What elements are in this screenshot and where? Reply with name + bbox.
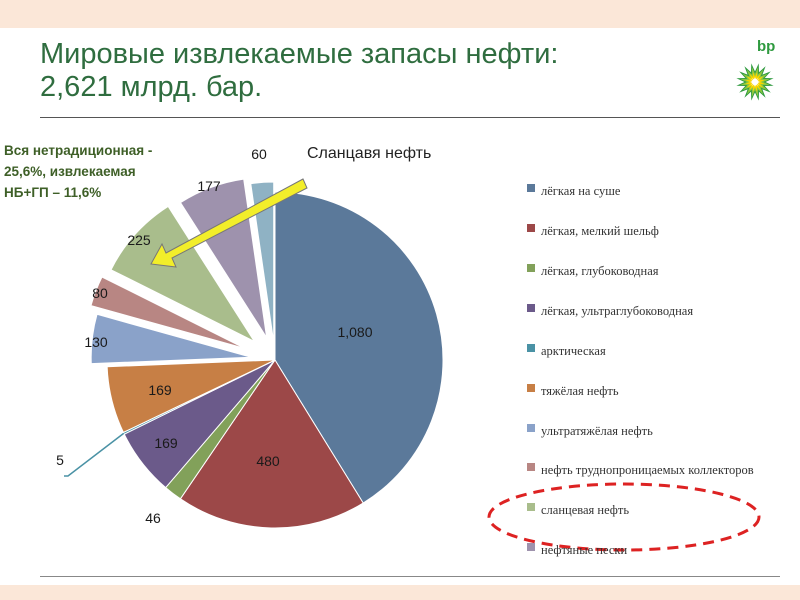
logo-petal-ring bbox=[750, 77, 760, 87]
legend-swatch bbox=[527, 543, 535, 551]
legend-swatch bbox=[527, 384, 535, 392]
slice-value-label: 169 bbox=[154, 435, 178, 451]
bp-logo-text: bp bbox=[757, 38, 776, 55]
pie-slice bbox=[250, 181, 275, 343]
slice-value-label: 5 bbox=[56, 452, 64, 468]
unconventional-note-line-1: Вся нетрадиционная - bbox=[4, 143, 153, 158]
legend-swatch bbox=[527, 463, 535, 471]
title-line-1: Мировые извлекаемые запасы нефти: bbox=[40, 38, 559, 70]
unconventional-note: Вся нетрадиционная - 25,6%, извлекаемая … bbox=[4, 140, 152, 203]
slice-value-label: 225 bbox=[127, 232, 151, 248]
legend-swatch bbox=[527, 344, 535, 352]
pie-slice bbox=[106, 359, 276, 434]
slice-value-label: 169 bbox=[148, 382, 172, 398]
slide-title: Мировые извлекаемые запасы нефти: 2,621 … bbox=[40, 38, 558, 104]
legend-label: лёгкая на суше bbox=[541, 184, 621, 198]
legend-label: нефтяные пески bbox=[541, 543, 628, 557]
legend-label: арктическая bbox=[541, 344, 606, 358]
bp-helios-logo-icon bbox=[736, 63, 774, 101]
legend-label: лёгкая, мелкий шельф bbox=[541, 224, 659, 238]
pie-slice bbox=[90, 313, 252, 365]
slice-value-label: 60 bbox=[251, 146, 267, 162]
legend-label: нефть труднопроницаемых коллекторов bbox=[541, 463, 754, 477]
legend-label: лёгкая, глубоководная bbox=[541, 264, 659, 278]
title-line-2: 2,621 млрд. бар. bbox=[40, 71, 263, 103]
slice-value-label: 480 bbox=[256, 453, 280, 469]
legend-label: ультратяжёлая нефть bbox=[541, 424, 653, 438]
pie-slice bbox=[274, 191, 444, 504]
legend-label: тяжёлая нефть bbox=[541, 384, 619, 398]
unconventional-note-line-3: НБ+ГП – 11,6% bbox=[4, 185, 102, 200]
unconventional-note-line-2: 25,6%, извлекаемая bbox=[4, 164, 136, 179]
footer-divider bbox=[40, 576, 780, 577]
leader-line bbox=[64, 432, 125, 477]
shale-oil-callout: Сланцавя нефть bbox=[307, 145, 432, 162]
pie-chart: 1,080 480 46 169 5 169 130 80 225 177 60 bbox=[56, 146, 761, 552]
title-divider bbox=[40, 117, 780, 118]
highlight-arrow bbox=[150, 178, 308, 268]
slice-value-label: 177 bbox=[197, 178, 221, 194]
pie-slice bbox=[179, 359, 364, 529]
legend-swatch bbox=[527, 184, 535, 192]
legend-swatch bbox=[527, 224, 535, 232]
legend-swatch bbox=[527, 424, 535, 432]
slice-value-label: 1,080 bbox=[337, 324, 372, 340]
pie-slice bbox=[90, 276, 246, 349]
pie-slice bbox=[110, 205, 256, 343]
legend-label: сланцевая нефть bbox=[541, 503, 630, 517]
slice-value-label: 130 bbox=[84, 334, 108, 350]
legend-swatch bbox=[527, 503, 535, 511]
slice-value-label: 80 bbox=[92, 285, 108, 301]
slide: Мировые извлекаемые запасы нефти: 2,621 … bbox=[0, 28, 800, 585]
highlight-ellipse bbox=[487, 482, 761, 552]
legend-label: лёгкая, ультраглубоководная bbox=[541, 304, 694, 318]
legend-swatch bbox=[527, 264, 535, 272]
legend-swatch bbox=[527, 304, 535, 312]
slice-value-label: 46 bbox=[145, 510, 161, 526]
